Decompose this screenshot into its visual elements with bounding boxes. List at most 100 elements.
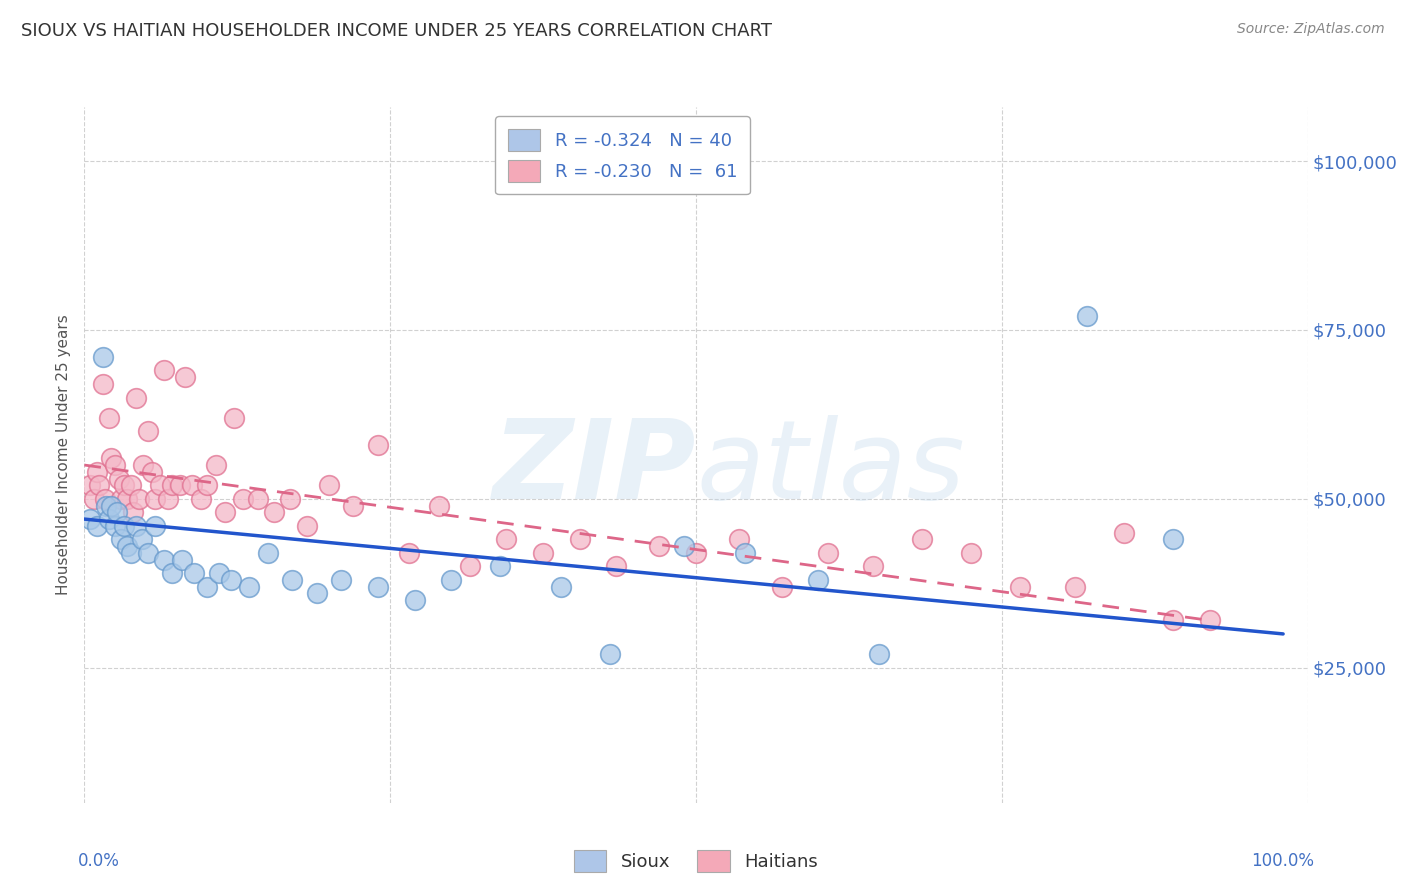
Point bbox=[149, 478, 172, 492]
Point bbox=[153, 363, 176, 377]
Point bbox=[122, 505, 145, 519]
Point bbox=[86, 519, 108, 533]
Point bbox=[195, 580, 218, 594]
Point bbox=[143, 491, 166, 506]
Point bbox=[257, 546, 280, 560]
Point bbox=[104, 519, 127, 533]
Point bbox=[1161, 533, 1184, 547]
Point bbox=[112, 519, 135, 533]
Point bbox=[770, 580, 793, 594]
Point bbox=[550, 580, 572, 594]
Point bbox=[295, 519, 318, 533]
Point bbox=[862, 559, 884, 574]
Point bbox=[1010, 580, 1032, 594]
Point bbox=[107, 472, 129, 486]
Y-axis label: Householder Income Under 25 years: Householder Income Under 25 years bbox=[56, 315, 72, 595]
Point bbox=[125, 391, 148, 405]
Point bbox=[1076, 310, 1098, 324]
Point bbox=[141, 465, 163, 479]
Point bbox=[960, 546, 983, 560]
Point bbox=[238, 580, 260, 594]
Text: Source: ZipAtlas.com: Source: ZipAtlas.com bbox=[1237, 22, 1385, 37]
Point bbox=[86, 465, 108, 479]
Point bbox=[162, 478, 184, 492]
Point bbox=[136, 424, 159, 438]
Point bbox=[278, 491, 301, 506]
Point bbox=[281, 573, 304, 587]
Point bbox=[263, 505, 285, 519]
Point bbox=[672, 539, 695, 553]
Point bbox=[330, 573, 353, 587]
Point bbox=[120, 478, 142, 492]
Point bbox=[214, 505, 236, 519]
Point bbox=[97, 512, 120, 526]
Point bbox=[458, 559, 481, 574]
Point bbox=[97, 410, 120, 425]
Point bbox=[132, 458, 155, 472]
Point bbox=[173, 370, 195, 384]
Point bbox=[172, 552, 194, 566]
Point bbox=[115, 491, 138, 506]
Text: ZIP: ZIP bbox=[492, 416, 696, 523]
Point bbox=[1198, 614, 1220, 628]
Text: atlas: atlas bbox=[696, 416, 965, 523]
Point bbox=[305, 586, 328, 600]
Text: 100.0%: 100.0% bbox=[1251, 852, 1313, 870]
Point bbox=[685, 546, 707, 560]
Point bbox=[128, 491, 150, 506]
Point bbox=[131, 533, 153, 547]
Text: SIOUX VS HAITIAN HOUSEHOLDER INCOME UNDER 25 YEARS CORRELATION CHART: SIOUX VS HAITIAN HOUSEHOLDER INCOME UNDE… bbox=[21, 22, 772, 40]
Point bbox=[427, 499, 450, 513]
Point bbox=[1114, 525, 1136, 540]
Text: 0.0%: 0.0% bbox=[79, 852, 120, 870]
Point bbox=[219, 573, 242, 587]
Point bbox=[91, 350, 114, 364]
Point bbox=[599, 647, 621, 661]
Point bbox=[208, 566, 231, 581]
Point bbox=[605, 559, 627, 574]
Point bbox=[1064, 580, 1087, 594]
Point bbox=[181, 478, 204, 492]
Point bbox=[440, 573, 463, 587]
Point bbox=[162, 566, 184, 581]
Point bbox=[205, 458, 228, 472]
Point bbox=[120, 546, 142, 560]
Point bbox=[318, 478, 340, 492]
Point bbox=[136, 546, 159, 560]
Point bbox=[404, 593, 426, 607]
Point bbox=[125, 519, 148, 533]
Point bbox=[79, 478, 101, 492]
Point bbox=[247, 491, 270, 506]
Point bbox=[195, 478, 218, 492]
Legend: Sioux, Haitians: Sioux, Haitians bbox=[561, 837, 831, 884]
Point bbox=[727, 533, 749, 547]
Point bbox=[91, 376, 114, 391]
Point bbox=[143, 519, 166, 533]
Point bbox=[112, 478, 135, 492]
Point bbox=[232, 491, 254, 506]
Point bbox=[96, 499, 118, 513]
Point bbox=[183, 566, 205, 581]
Point bbox=[648, 539, 671, 553]
Point bbox=[367, 438, 389, 452]
Point bbox=[153, 552, 176, 566]
Point bbox=[495, 533, 517, 547]
Point bbox=[156, 491, 179, 506]
Point bbox=[869, 647, 891, 661]
Point bbox=[1161, 614, 1184, 628]
Point bbox=[100, 499, 122, 513]
Point bbox=[100, 451, 122, 466]
Point bbox=[110, 533, 132, 547]
Point bbox=[342, 499, 364, 513]
Point bbox=[489, 559, 512, 574]
Point bbox=[911, 533, 934, 547]
Point bbox=[531, 546, 554, 560]
Point bbox=[87, 478, 110, 492]
Point bbox=[83, 491, 105, 506]
Point bbox=[222, 410, 245, 425]
Point bbox=[104, 458, 127, 472]
Point bbox=[110, 491, 132, 506]
Point bbox=[367, 580, 389, 594]
Point bbox=[817, 546, 839, 560]
Point bbox=[105, 505, 128, 519]
